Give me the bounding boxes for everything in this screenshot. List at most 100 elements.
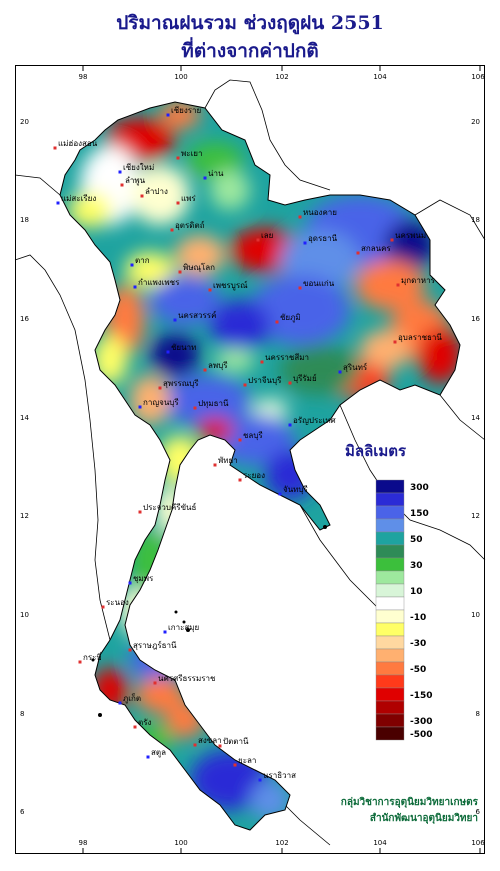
station-marker [238, 478, 242, 482]
station-marker [173, 318, 177, 322]
place-label: สุรินทร์ [343, 362, 368, 372]
place-label: หนองคาย [303, 208, 337, 217]
lat-labels-right: 20 18 16 14 12 10 8 6 [471, 118, 480, 816]
lon-label-106: 106 [471, 73, 485, 81]
legend-swatch [375, 505, 405, 520]
station-marker [356, 251, 360, 255]
legend-swatch [375, 648, 405, 663]
lat-label-12: 12 [20, 512, 29, 520]
place-label: ประจวบคีรีขันธ์ [143, 502, 197, 512]
station-marker [133, 285, 137, 289]
station-marker [130, 263, 134, 267]
place-label: นครสวรรค์ [178, 310, 216, 320]
station-marker [243, 383, 247, 387]
lat-label-10-right: 10 [471, 611, 480, 619]
legend-swatch [375, 687, 405, 702]
place-label: แม่สะเรียง [61, 194, 96, 203]
lat-label-20-right: 20 [471, 118, 480, 126]
place-label: อุดรธานี [308, 234, 338, 243]
station-marker [118, 170, 122, 174]
station-marker [288, 381, 292, 385]
place-label: พิษณุโลก [183, 262, 215, 272]
station-marker [298, 215, 302, 219]
station-marker [176, 156, 180, 160]
station-marker [213, 463, 217, 467]
place-label: ปัตตานี [223, 737, 249, 746]
lat-label-18-right: 18 [471, 216, 480, 224]
lat-label-10: 10 [20, 611, 29, 619]
credit-line-2: สำนักพัฒนาอุตุนิยมวิทยา [369, 813, 478, 824]
station-marker [390, 238, 394, 242]
lon-label-102: 102 [275, 73, 288, 81]
place-label: นครศรีธรรมราช [158, 674, 216, 683]
station-marker [256, 238, 260, 242]
lat-label-18: 18 [20, 216, 29, 224]
station-marker [163, 630, 167, 634]
legend-label: -150 [410, 691, 433, 701]
place-label: กำแพงเพชร [138, 278, 180, 287]
place-label: นครราชสีมา [265, 353, 309, 362]
place-label: ชัยภูมิ [280, 313, 301, 323]
station-marker [238, 438, 242, 442]
map-subtitle: ที่ต่างจากค่าปกติ [181, 40, 319, 62]
lon-label-100-bottom: 100 [174, 839, 187, 847]
legend-swatch [375, 531, 405, 546]
place-label: สงขลา [198, 736, 222, 745]
legend-label: -500 [410, 730, 433, 740]
place-label: แม่ฮ่องสอน [58, 139, 98, 148]
lat-label-20: 20 [20, 118, 29, 126]
lat-label-12-right: 12 [471, 512, 480, 520]
legend-label: 150 [410, 509, 429, 519]
place-label: ระยอง [243, 471, 265, 480]
station-marker [203, 368, 207, 372]
station-marker [158, 386, 162, 390]
station-marker [193, 743, 197, 747]
legend-swatch [375, 557, 405, 572]
legend-swatch [375, 570, 405, 585]
place-label: กาญจนบุรี [143, 398, 179, 407]
station-marker [128, 581, 132, 585]
station-marker [278, 492, 282, 496]
station-marker [258, 778, 262, 782]
legend-label: -30 [410, 639, 426, 649]
legend-swatch [375, 596, 405, 611]
lon-label-104: 104 [373, 73, 387, 81]
station-marker [275, 320, 279, 324]
place-label: ลำปาง [145, 187, 168, 196]
station-marker [153, 681, 157, 685]
station-marker [298, 286, 302, 290]
place-label: เลย [261, 231, 273, 240]
station-marker [118, 701, 122, 705]
place-labels: เชียงรายแม่ฮ่องสอนพะเยาเชียงใหม่ลำพูนลำป… [53, 106, 442, 782]
station-marker [146, 755, 150, 759]
place-label: สตูล [151, 748, 166, 758]
place-label: มุกดาหาร [401, 276, 436, 285]
place-label: นครพนม [395, 231, 426, 240]
place-label: ชัยนาท [171, 343, 196, 352]
islands [91, 525, 327, 717]
legend-swatch [375, 700, 405, 715]
lon-label-106-bottom: 106 [471, 839, 485, 847]
station-marker [338, 370, 342, 374]
legend-swatch [375, 622, 405, 637]
place-label: ตรัง [138, 718, 151, 727]
legend-label: -10 [410, 613, 426, 623]
legend-swatch [375, 661, 405, 676]
station-marker [288, 423, 292, 427]
legend-swatch [375, 544, 405, 559]
lat-label-8: 8 [20, 710, 24, 718]
lon-ticks-top [82, 65, 481, 71]
station-marker [218, 744, 222, 748]
place-label: น่าน [208, 169, 224, 178]
station-marker [393, 340, 397, 344]
place-label: นราธิวาส [263, 771, 296, 780]
map-title: ปริมาณฝนรวม ช่วงฤดูฝน 2551 [116, 12, 384, 34]
place-label: บุรีรัมย์ [293, 373, 317, 383]
lat-labels-left: 20 18 16 14 12 10 8 6 [20, 118, 29, 816]
place-label: ระนอง [106, 598, 129, 607]
station-marker [176, 201, 180, 205]
station-marker [396, 283, 400, 287]
station-marker [138, 405, 142, 409]
place-label: ลำพูน [125, 176, 146, 186]
